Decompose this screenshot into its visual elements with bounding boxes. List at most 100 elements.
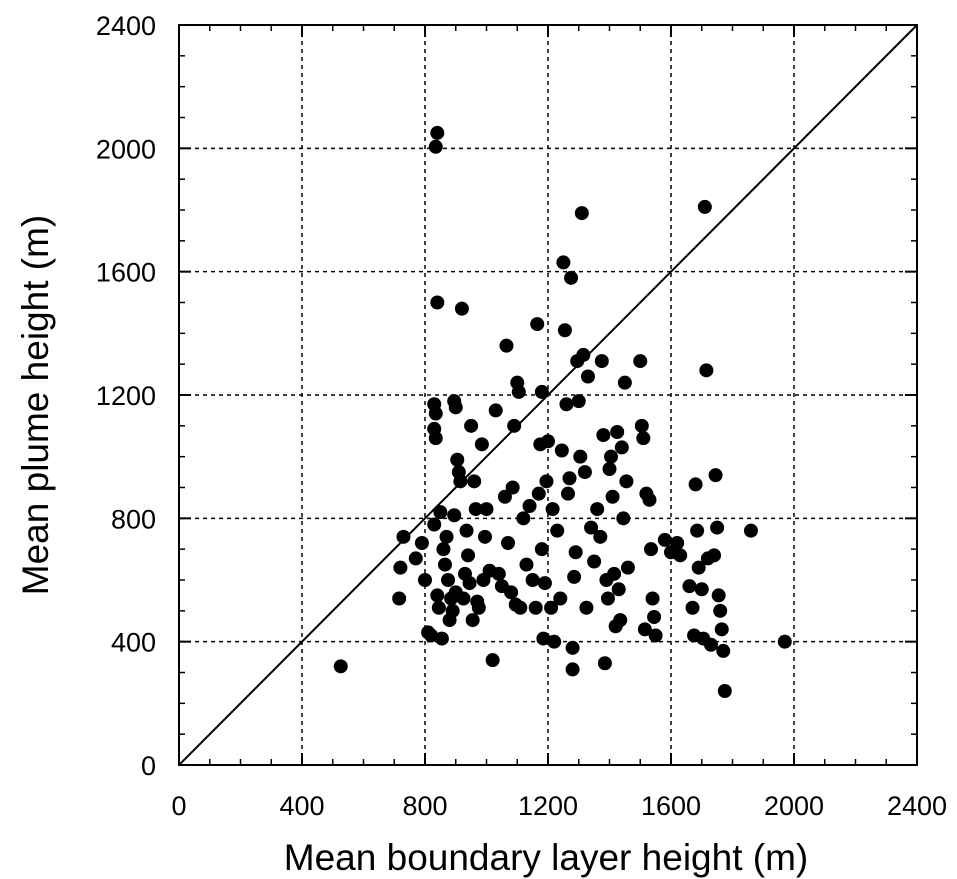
y-tick-label: 2400 (96, 11, 156, 41)
data-point (648, 628, 663, 643)
data-point (541, 434, 555, 449)
data-point (710, 520, 725, 535)
data-point (579, 600, 594, 615)
data-point (477, 529, 492, 544)
data-point (530, 317, 545, 332)
data-point (576, 347, 591, 362)
data-point (448, 400, 463, 415)
data-point (434, 631, 449, 646)
data-point (537, 576, 552, 591)
data-point (616, 511, 631, 526)
y-tick-label: 400 (111, 628, 156, 658)
data-point (465, 613, 480, 628)
data-point (657, 532, 672, 547)
data-point (447, 508, 462, 523)
data-point (567, 569, 582, 584)
data-point (573, 449, 588, 464)
data-point (636, 431, 651, 446)
data-point (556, 255, 571, 270)
data-point (717, 684, 732, 698)
data-point (600, 591, 615, 606)
y-tick-label: 800 (111, 504, 156, 534)
plot-frame (178, 24, 918, 766)
data-point (467, 474, 482, 489)
data-point (539, 474, 554, 489)
data-point (450, 452, 465, 467)
data-point (633, 354, 648, 369)
data-point (590, 502, 605, 517)
data-point (604, 449, 619, 464)
data-point (562, 471, 577, 486)
x-axis-title: Mean boundary layer height (m) (284, 837, 808, 878)
data-point (531, 486, 546, 501)
data-point (743, 523, 758, 538)
data-point (699, 363, 714, 378)
data-point (511, 384, 526, 399)
data-point (565, 662, 580, 677)
data-point (544, 600, 559, 615)
data-point (445, 603, 460, 618)
data-point (694, 582, 709, 597)
data-point (431, 600, 446, 615)
data-point (642, 492, 657, 507)
data-point (713, 603, 728, 618)
data-point (673, 548, 688, 563)
data-point (505, 480, 520, 495)
data-point (433, 505, 448, 520)
data-point (716, 643, 731, 658)
data-point (485, 653, 500, 668)
data-point (565, 640, 580, 655)
data-point (647, 610, 662, 624)
data-point (393, 560, 408, 575)
data-point (645, 591, 660, 606)
data-point (439, 529, 454, 544)
data-point (777, 634, 792, 649)
y-tick-label: 1600 (96, 258, 156, 288)
data-point (414, 536, 429, 550)
x-tick-labels: 0 400 800 1200 1600 2000 2400 (171, 791, 947, 821)
data-point (471, 600, 486, 615)
data-point (513, 600, 528, 615)
data-point (430, 295, 445, 310)
data-point (428, 139, 443, 154)
data-point (333, 659, 348, 674)
data-point (462, 576, 477, 591)
data-point (670, 536, 685, 550)
data-point (613, 613, 628, 628)
data-point (424, 628, 439, 643)
x-tick-label: 1600 (641, 791, 701, 821)
data-point (536, 631, 551, 646)
data-point (574, 206, 589, 221)
data-point (459, 523, 474, 538)
data-point (644, 542, 659, 557)
data-point (507, 418, 522, 433)
data-point (441, 573, 456, 587)
data-point (474, 437, 489, 452)
data-point (714, 622, 729, 637)
data-point (568, 545, 583, 560)
data-point (428, 406, 443, 421)
data-point (571, 394, 586, 409)
data-point (596, 428, 611, 443)
data-point (453, 474, 468, 489)
data-point (418, 573, 432, 587)
data-point (534, 542, 549, 557)
data-point (504, 585, 519, 600)
data-point (587, 554, 602, 569)
data-point (602, 462, 617, 476)
data-point (430, 125, 445, 140)
data-point (501, 536, 516, 550)
y-tick-label: 2000 (96, 134, 156, 164)
data-point (550, 523, 565, 538)
data-point (634, 418, 649, 433)
data-point (597, 656, 612, 671)
data-point (617, 375, 632, 390)
data-point (708, 468, 723, 483)
data-point (685, 600, 700, 615)
data-point (454, 301, 469, 316)
data-point (392, 591, 407, 606)
x-tick-label: 0 (171, 791, 186, 821)
x-tick-label: 400 (279, 791, 324, 821)
